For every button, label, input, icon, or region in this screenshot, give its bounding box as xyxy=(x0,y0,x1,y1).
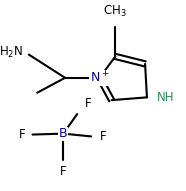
Text: F: F xyxy=(18,128,25,141)
Text: NH: NH xyxy=(157,91,175,104)
Text: CH$_3$: CH$_3$ xyxy=(103,4,127,19)
Text: F: F xyxy=(60,165,67,178)
Text: F: F xyxy=(100,130,106,143)
Text: H$_2$N: H$_2$N xyxy=(0,45,23,60)
Text: F: F xyxy=(85,97,91,110)
Text: N$^+$: N$^+$ xyxy=(90,70,109,86)
Text: B: B xyxy=(59,127,68,140)
